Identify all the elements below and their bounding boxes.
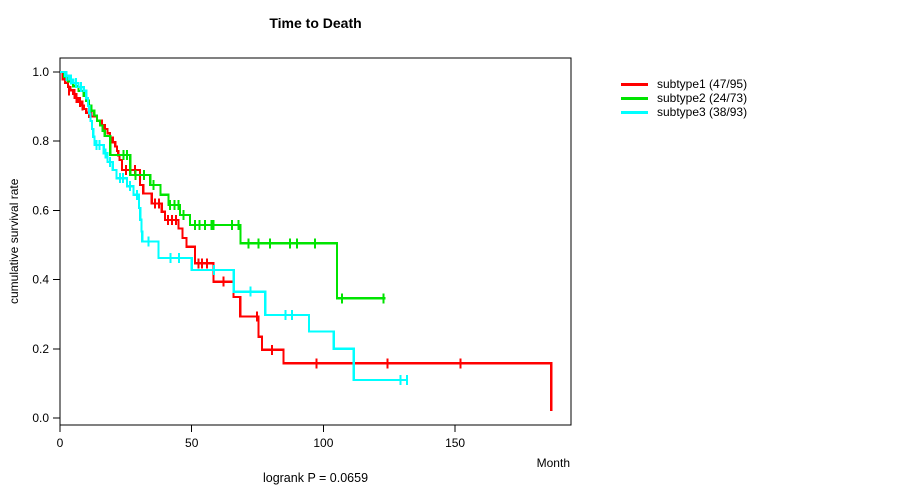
km-curve-subtype3 [60,70,407,382]
km-curve-subtype2 [60,70,386,300]
y-tick-label: 0.6 [32,203,49,217]
legend-label-subtype3: subtype3 (38/93) [657,105,748,119]
legend-label-subtype1: subtype1 (47/95) [657,77,748,91]
y-tick-label: 0.2 [32,342,49,356]
x-axis-title: Month [536,456,570,470]
legend: subtype1 (47/95) subtype2 (24/73) subtyp… [621,77,747,119]
x-tick-label: 50 [185,436,199,450]
legend-line-subtype1 [621,82,648,86]
x-tick-label: 0 [57,436,64,450]
y-tick-label: 1.0 [32,65,49,79]
km-curve-subtype1 [60,70,553,412]
y-tick-label: 0.0 [32,411,49,425]
legend-line-subtype2 [621,96,648,100]
chart-title: Time to Death [269,15,362,31]
legend-line-subtype3 [621,110,648,114]
y-tick-label: 0.8 [32,134,49,148]
legend-label-subtype2: subtype2 (24/73) [657,91,748,105]
x-tick-label: 100 [313,436,333,450]
legend-row-subtype3: subtype3 (38/93) [621,105,747,119]
y-tick-label: 0.4 [32,273,49,287]
plot-box [59,57,572,426]
x-tick-label: 150 [445,436,465,450]
legend-row-subtype1: subtype1 (47/95) [621,77,747,91]
logrank-p-value: logrank P = 0.0659 [262,471,369,485]
legend-row-subtype2: subtype2 (24/73) [621,91,747,105]
